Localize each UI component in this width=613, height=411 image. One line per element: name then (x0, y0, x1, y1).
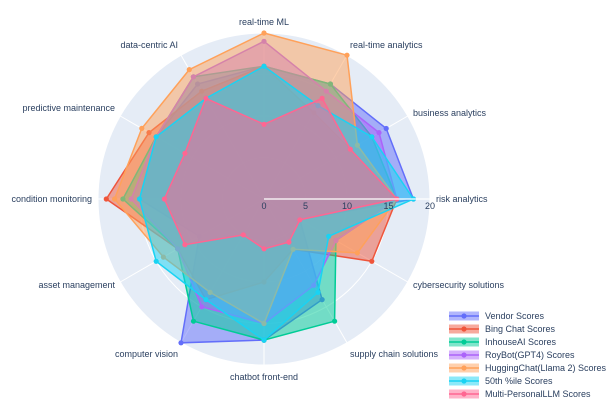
axis-label-predictive-maintenance: predictive maintenance (22, 103, 115, 113)
data-point (369, 258, 375, 264)
axis-label-condition-monitoring: condition monitoring (11, 194, 92, 204)
data-point (199, 304, 205, 310)
data-point (136, 196, 143, 202)
data-point (261, 63, 267, 69)
legend-item-50th-ile-scores[interactable]: 50th %ile Scores (449, 376, 553, 386)
legend-item-multi-personalllm-scores[interactable]: Multi-PersonalLLM Scores (449, 389, 591, 399)
data-point (186, 67, 192, 73)
legend-marker (461, 378, 467, 384)
legend-item-bing-chat-scores[interactable]: Bing Chat Scores (449, 324, 556, 334)
data-point (182, 242, 188, 248)
legend[interactable]: Vendor Scores Bing Chat Scores InhouseAI S… (449, 311, 607, 399)
data-point (326, 233, 332, 239)
data-point (103, 196, 109, 202)
data-point (178, 340, 184, 346)
data-point (286, 239, 292, 245)
axis-label-computer-vision: computer vision (115, 349, 178, 359)
legend-label: 50th %ile Scores (485, 376, 553, 386)
angular-axis-labels: real-time ML real-time analytics business … (11, 17, 504, 382)
data-point (347, 146, 353, 152)
radial-tick-label: 0 (261, 201, 266, 211)
legend-label: Bing Chat Scores (485, 324, 556, 334)
axis-label-cybersecurity-solutions: cybersecurity solutions (413, 280, 505, 290)
legend-marker (461, 326, 467, 332)
data-point (261, 121, 267, 127)
legend-label: InhouseAI Scores (485, 337, 557, 347)
axis-label-asset-management: asset management (38, 280, 115, 290)
legend-label: Multi-PersonalLLM Scores (485, 389, 591, 399)
data-point (354, 250, 360, 256)
legend-marker (461, 339, 467, 345)
data-point (112, 196, 118, 202)
legend-item-huggingchat-llama-2-scores[interactable]: HuggingChat(Llama 2) Scores (449, 363, 607, 373)
legend-item-inhouseai-scores[interactable]: InhouseAI Scores (449, 337, 557, 347)
data-point (161, 196, 167, 202)
radial-tick-labels: 0 5 10 15 20 (261, 198, 435, 211)
legend-label: Vendor Scores (485, 311, 545, 321)
axis-label-real-time-analytics: real-time analytics (350, 40, 423, 50)
legend-item-roybot-gpt4-scores[interactable]: RoyBot(GPT4) Scores (449, 350, 575, 360)
radial-tick-label: 20 (425, 201, 435, 211)
axis-label-data-centric-ai: data-centric AI (120, 40, 178, 50)
data-point (319, 95, 325, 101)
radial-tick-label: 10 (342, 201, 352, 211)
legend-marker (461, 391, 467, 397)
data-point (240, 232, 246, 238)
legend-marker (461, 352, 467, 358)
legend-label: RoyBot(GPT4) Scores (485, 350, 575, 360)
data-point (332, 318, 338, 324)
data-point (182, 150, 188, 156)
data-point (344, 52, 350, 58)
axis-label-real-time-ml: real-time ML (239, 17, 289, 27)
data-point (261, 246, 267, 252)
legend-item-vendor-scores[interactable]: Vendor Scores (449, 311, 545, 321)
axis-label-risk-analytics: risk analytics (436, 194, 488, 204)
data-point (139, 125, 145, 131)
data-point (190, 318, 197, 324)
axis-label-supply-chain-solutions: supply chain solutions (350, 349, 439, 359)
axis-label-chatbot-front-end: chatbot front-end (230, 372, 298, 382)
data-point (297, 217, 303, 223)
data-point (315, 289, 321, 295)
axis-label-business-analytics: business analytics (413, 108, 487, 118)
data-point (203, 297, 209, 303)
data-point (261, 337, 267, 343)
radial-tick-label: 5 (303, 201, 308, 211)
data-point (376, 130, 382, 136)
series-layer (103, 30, 416, 346)
data-point (153, 134, 159, 140)
data-point (369, 134, 375, 140)
data-point (153, 258, 159, 264)
data-point (261, 30, 267, 36)
series-multi-personalllm-scores (161, 95, 400, 252)
legend-label: HuggingChat(Llama 2) Scores (485, 363, 607, 373)
data-point (383, 125, 389, 132)
radial-tick-label: 15 (383, 201, 393, 211)
legend-marker (461, 313, 467, 319)
legend-marker (461, 365, 467, 371)
data-point (203, 95, 209, 101)
